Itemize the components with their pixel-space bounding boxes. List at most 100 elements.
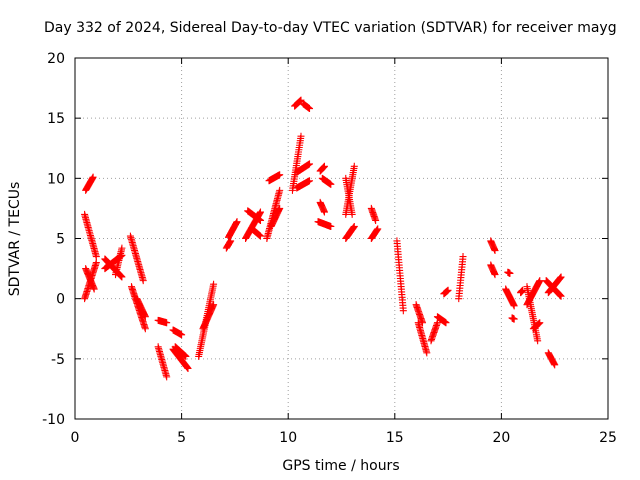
data-series-segment [544,273,565,297]
data-point [442,319,450,327]
data-series-segment [299,100,314,113]
y-tick-label: 20 [47,51,65,67]
data-point [178,331,186,339]
data-point [510,302,518,310]
data-point [306,160,314,168]
data-point [348,210,356,218]
data-point [557,292,565,300]
data-series-segment [222,237,235,252]
data-point [491,271,499,279]
y-axis-title: SDTVAR / TECUs [7,182,23,297]
data-series-segment [101,255,126,281]
data-series-segment [225,218,241,241]
data-point [256,232,264,240]
data-point [491,247,499,255]
data-series-segment [393,237,407,315]
data-series-segment [316,198,328,216]
data-point [141,313,149,321]
data-point [444,286,452,294]
data-series-segment [487,237,499,255]
data-point [557,273,565,281]
data-point [350,162,358,170]
y-tick-label: -10 [42,412,65,428]
data-point [306,177,314,185]
chart-title: Day 332 of 2024, Sidereal Day-to-day VTE… [44,20,617,36]
data-point [276,204,284,212]
data-point [306,105,314,113]
x-tick-label: 15 [386,430,404,446]
data-series-segment [504,268,514,277]
data-series-segment [529,319,544,333]
data-series-segment [487,261,499,279]
y-tick-label: 5 [56,232,65,248]
data-series-segment [199,301,218,333]
data-series-segment [367,204,380,224]
grid-lines [75,58,608,419]
x-tick-label: 0 [71,430,80,446]
data-series-segment [244,207,264,224]
data-series-segment [316,162,328,175]
data-point [256,216,264,224]
data-series-segment [502,285,518,310]
data-series-segment [154,343,171,381]
data-point [551,361,559,369]
data-point [210,280,218,288]
y-tick-label: 10 [47,171,65,187]
x-axis-title: GPS time / hours [282,458,399,474]
data-series-segment [318,174,335,188]
data-series-segment [342,222,358,242]
data-points [81,96,565,381]
data-series-segment [265,171,284,185]
data-point [227,237,235,245]
data-series-segment [342,174,356,218]
data-point [233,218,241,226]
data-series-segment [133,295,149,321]
data-point [182,352,190,360]
data-point [139,277,147,285]
data-series-segment [248,225,264,240]
data-series-segment [81,210,100,261]
y-tick-label: 15 [47,111,65,127]
plot-frame [74,57,609,420]
data-point [118,244,126,252]
data-point [89,173,97,181]
data-point [297,96,305,104]
data-point [184,364,192,372]
data-point [510,315,518,323]
data-point [350,222,358,230]
data-series-segment [523,277,544,309]
data-series-segment [291,96,305,110]
data-point [419,319,427,327]
data-point [536,277,544,285]
data-point [163,373,171,381]
data-series-segment [314,218,335,230]
x-tick-label: 5 [177,430,186,446]
data-point [372,216,380,224]
data-series-segment [293,160,314,176]
data-series-segment [508,314,518,323]
data-point [297,132,305,140]
data-point [459,253,467,261]
axis-ticks [74,57,609,420]
data-series-segment [82,173,97,194]
data-point [423,349,431,357]
data-series-segment [412,301,427,327]
data-series-segment [267,204,284,230]
data-point [256,208,264,216]
data-point [327,222,335,230]
data-point [536,319,544,327]
data-point [399,307,407,315]
data-series-segment [154,316,171,327]
x-tick-label: 20 [492,430,510,446]
tick-labels: 0 5 10 15 20 25 -10 -5 0 5 10 15 20 [42,51,617,446]
data-point [92,259,100,267]
data-point [506,269,514,277]
data-series-segment [293,177,314,192]
data-point [276,186,284,194]
data-series-segment [433,313,450,327]
data-series-segment [440,286,452,298]
x-tick-label: 25 [599,430,617,446]
data-point [92,253,100,261]
data-point [320,208,328,216]
